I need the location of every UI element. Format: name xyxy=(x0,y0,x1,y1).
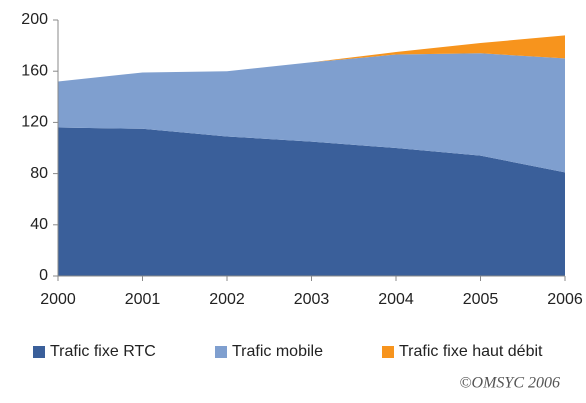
y-tick-label: 0 xyxy=(39,267,48,284)
legend-label: Trafic fixe RTC xyxy=(50,343,156,360)
x-tick-label: 2000 xyxy=(40,291,76,308)
source-note: ©OMSYC 2006 xyxy=(459,375,560,392)
y-tick-label: 40 xyxy=(30,216,48,233)
area xyxy=(58,127,565,277)
x-tick-label: 2006 xyxy=(547,291,583,308)
y-tick-label: 120 xyxy=(21,114,48,131)
x-tick-label: 2001 xyxy=(125,291,161,308)
legend-label: Trafic mobile xyxy=(232,343,323,360)
area xyxy=(58,53,565,173)
legend-label: Trafic fixe haut débit xyxy=(399,343,543,360)
legend-swatch xyxy=(382,346,394,358)
legend-swatch xyxy=(33,346,45,358)
area xyxy=(58,35,565,82)
legend-swatch xyxy=(215,346,227,358)
x-tick-label: 2002 xyxy=(209,291,245,308)
x-tick-label: 2004 xyxy=(378,291,414,308)
y-tick-label: 80 xyxy=(30,165,48,182)
x-tick-label: 2003 xyxy=(294,291,330,308)
x-tick-label: 2005 xyxy=(463,291,499,308)
y-tick-label: 200 xyxy=(21,11,48,28)
y-tick-label: 160 xyxy=(21,62,48,79)
